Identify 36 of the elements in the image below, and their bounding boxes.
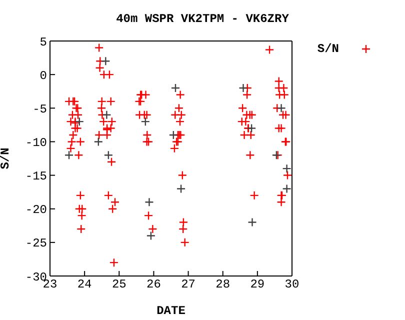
point (276, 104, 286, 113)
chart-title: 40m WSPR VK2TPM - VK6ZRY (115, 11, 290, 28)
point (102, 110, 112, 120)
x-tick-label: 24 (77, 278, 92, 292)
x-axis-title: DATE (156, 304, 186, 318)
point (168, 130, 178, 140)
point (64, 150, 74, 160)
point (238, 83, 248, 93)
y-tick-label: 5 (40, 35, 47, 50)
x-tick-label: 27 (181, 278, 196, 292)
point (94, 137, 103, 146)
point (104, 150, 114, 160)
y-tick-label: 0 (40, 68, 47, 83)
x-tick-label: 29 (250, 278, 265, 292)
point (176, 184, 186, 194)
point (140, 116, 150, 126)
y-tick-label: -20 (25, 203, 47, 218)
point (146, 231, 156, 240)
point (282, 164, 292, 174)
point (282, 184, 292, 194)
y-tick-label: -25 (25, 236, 47, 251)
point (144, 198, 154, 207)
point (101, 56, 110, 66)
point (170, 83, 180, 93)
legend-label: S/N (317, 42, 339, 56)
point (246, 124, 256, 133)
x-tick-label: 26 (146, 278, 161, 292)
point (248, 218, 257, 227)
x-tick-label: 30 (284, 278, 300, 292)
point (74, 116, 84, 126)
x-tick-label: 28 (216, 278, 230, 292)
y-tick-label: -10 (25, 136, 47, 150)
y-tick-label: -15 (25, 170, 47, 184)
x-tick-label: 25 (112, 278, 126, 292)
y-axis-title: S/N (0, 148, 12, 170)
y-tick-label: -5 (32, 102, 47, 116)
